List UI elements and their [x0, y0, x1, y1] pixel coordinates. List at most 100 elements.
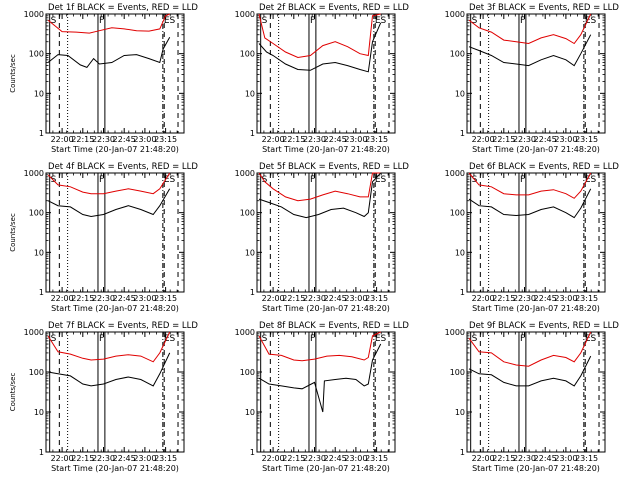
series-lld-line [468, 331, 592, 367]
x-tick-label: 22:15 [71, 454, 94, 463]
x-tick-label: 22:45 [113, 454, 136, 463]
event-marker-label: ES [585, 16, 597, 26]
x-tick-label: 22:15 [492, 294, 515, 303]
y-tick-label: 1 [250, 129, 255, 138]
series-lld-line [468, 13, 592, 45]
event-marker-label: F [520, 175, 525, 185]
event-marker-label: S [472, 16, 478, 26]
x-tick-label: 22:00 [472, 135, 495, 144]
x-axis-label: Start Time (20-Jan-07 21:48:20) [472, 145, 600, 154]
x-tick-label: 22:00 [262, 135, 285, 144]
x-axis-label: Start Time (20-Jan-07 21:48:20) [472, 464, 600, 473]
x-tick-label: 23:00 [133, 135, 156, 144]
y-tick-label: 1000 [445, 169, 465, 178]
y-tick-label: 1000 [24, 328, 44, 337]
x-tick-label: 22:00 [51, 135, 74, 144]
series-events-line [258, 343, 382, 413]
y-tick-label: 1000 [445, 10, 465, 19]
event-marker-label: F [310, 175, 315, 185]
x-axis-label: Start Time (20-Jan-07 21:48:20) [51, 145, 179, 154]
x-axis-label: Start Time (20-Jan-07 21:48:20) [262, 464, 390, 473]
panel-title: Det 1f BLACK = Events, RED = LLD [48, 3, 198, 13]
x-tick-label: 23:15 [365, 294, 388, 303]
series-lld-line [258, 172, 381, 202]
y-tick-label: 1 [250, 288, 255, 297]
event-marker-label: S [472, 334, 478, 344]
panel-title: Det 5f BLACK = Events, RED = LLD [259, 162, 409, 172]
panel-title: Det 4f BLACK = Events, RED = LLD [48, 162, 198, 172]
y-tick-label: 10 [245, 408, 255, 417]
x-tick-label: 22:45 [534, 454, 557, 463]
y-tick-label: 1 [460, 448, 465, 457]
y-tick-label: 1000 [24, 10, 44, 19]
event-marker-label: F [99, 334, 104, 344]
series-events-line [258, 22, 382, 73]
y-tick-label: 1 [460, 288, 465, 297]
x-tick-label: 23:15 [575, 454, 598, 463]
series-lld-line [258, 13, 381, 59]
series-lld-line [258, 331, 381, 362]
series-lld-line [47, 172, 171, 195]
panel-det-2: Det 2f BLACK = Events, RED = LLD 1 10 100 10… [235, 3, 410, 154]
event-marker-label: ES [164, 334, 176, 344]
x-tick-label: 23:15 [365, 135, 388, 144]
y-tick-label: 100 [240, 209, 255, 218]
y-tick-label: 1000 [24, 169, 44, 178]
x-tick-label: 22:15 [492, 454, 515, 463]
x-tick-label: 22:45 [113, 294, 136, 303]
y-tick-label: 100 [240, 50, 255, 59]
x-tick-label: 23:15 [154, 294, 177, 303]
panel-title: Det 7f BLACK = Events, RED = LLD [48, 321, 198, 331]
x-tick-label: 22:00 [472, 454, 495, 463]
x-axis-label: Start Time (20-Jan-07 21:48:20) [51, 304, 179, 313]
y-tick-label: 1000 [235, 10, 255, 19]
x-tick-label: 22:30 [92, 135, 115, 144]
x-tick-label: 22:00 [262, 294, 285, 303]
series-lld-line [47, 13, 170, 34]
panel-det-8: Det 8f BLACK = Events, RED = LLD 1 10 100 10… [235, 321, 410, 473]
panel-det-1: Det 1f BLACK = Events, RED = LLD 1 10 100 10… [9, 3, 198, 154]
panel-det-5: Det 5f BLACK = Events, RED = LLD 1 10 100 10… [235, 162, 410, 313]
event-marker-label: ES [375, 175, 387, 185]
series-lld-line [47, 331, 171, 363]
x-tick-label: 22:30 [303, 294, 326, 303]
series-events-line [258, 172, 382, 219]
panel-det-6: Det 6f BLACK = Events, RED = LLD 1 10 100 10… [445, 162, 620, 313]
y-tick-label: 100 [240, 368, 255, 377]
series-events-line [47, 352, 171, 387]
y-tick-label: 1 [39, 288, 44, 297]
y-tick-label: 10 [455, 89, 465, 98]
x-tick-label: 22:45 [324, 135, 347, 144]
y-tick-label: 1000 [445, 328, 465, 337]
x-tick-label: 23:00 [344, 294, 367, 303]
panel-title: Det 6f BLACK = Events, RED = LLD [469, 162, 619, 172]
event-marker-label: F [310, 16, 315, 26]
y-tick-label: 10 [455, 408, 465, 417]
y-axis-label: Counts/sec [9, 373, 17, 412]
event-marker-label: ES [585, 334, 597, 344]
x-tick-label: 22:15 [71, 294, 94, 303]
x-tick-label: 23:15 [154, 454, 177, 463]
event-marker-label: S [51, 334, 57, 344]
event-marker-label: ES [585, 175, 597, 185]
x-tick-label: 23:15 [154, 135, 177, 144]
y-tick-label: 10 [34, 248, 44, 257]
event-marker-label: S [51, 16, 57, 26]
x-tick-label: 23:00 [344, 135, 367, 144]
series-events-line [47, 188, 171, 218]
event-marker-label: S [262, 334, 268, 344]
x-axis-label: Start Time (20-Jan-07 21:48:20) [472, 304, 600, 313]
x-tick-label: 22:45 [324, 454, 347, 463]
y-tick-label: 1 [39, 448, 44, 457]
x-tick-label: 22:30 [303, 454, 326, 463]
panel-title: Det 3f BLACK = Events, RED = LLD [469, 3, 619, 13]
panel-det-4: Det 4f BLACK = Events, RED = LLD 1 10 100 10… [9, 162, 198, 313]
x-tick-label: 23:15 [575, 135, 598, 144]
y-tick-label: 1 [39, 129, 44, 138]
x-tick-label: 22:30 [513, 294, 536, 303]
event-marker-label: S [262, 16, 268, 26]
x-tick-label: 22:00 [51, 294, 74, 303]
y-tick-label: 100 [29, 50, 44, 59]
y-tick-label: 1000 [235, 328, 255, 337]
